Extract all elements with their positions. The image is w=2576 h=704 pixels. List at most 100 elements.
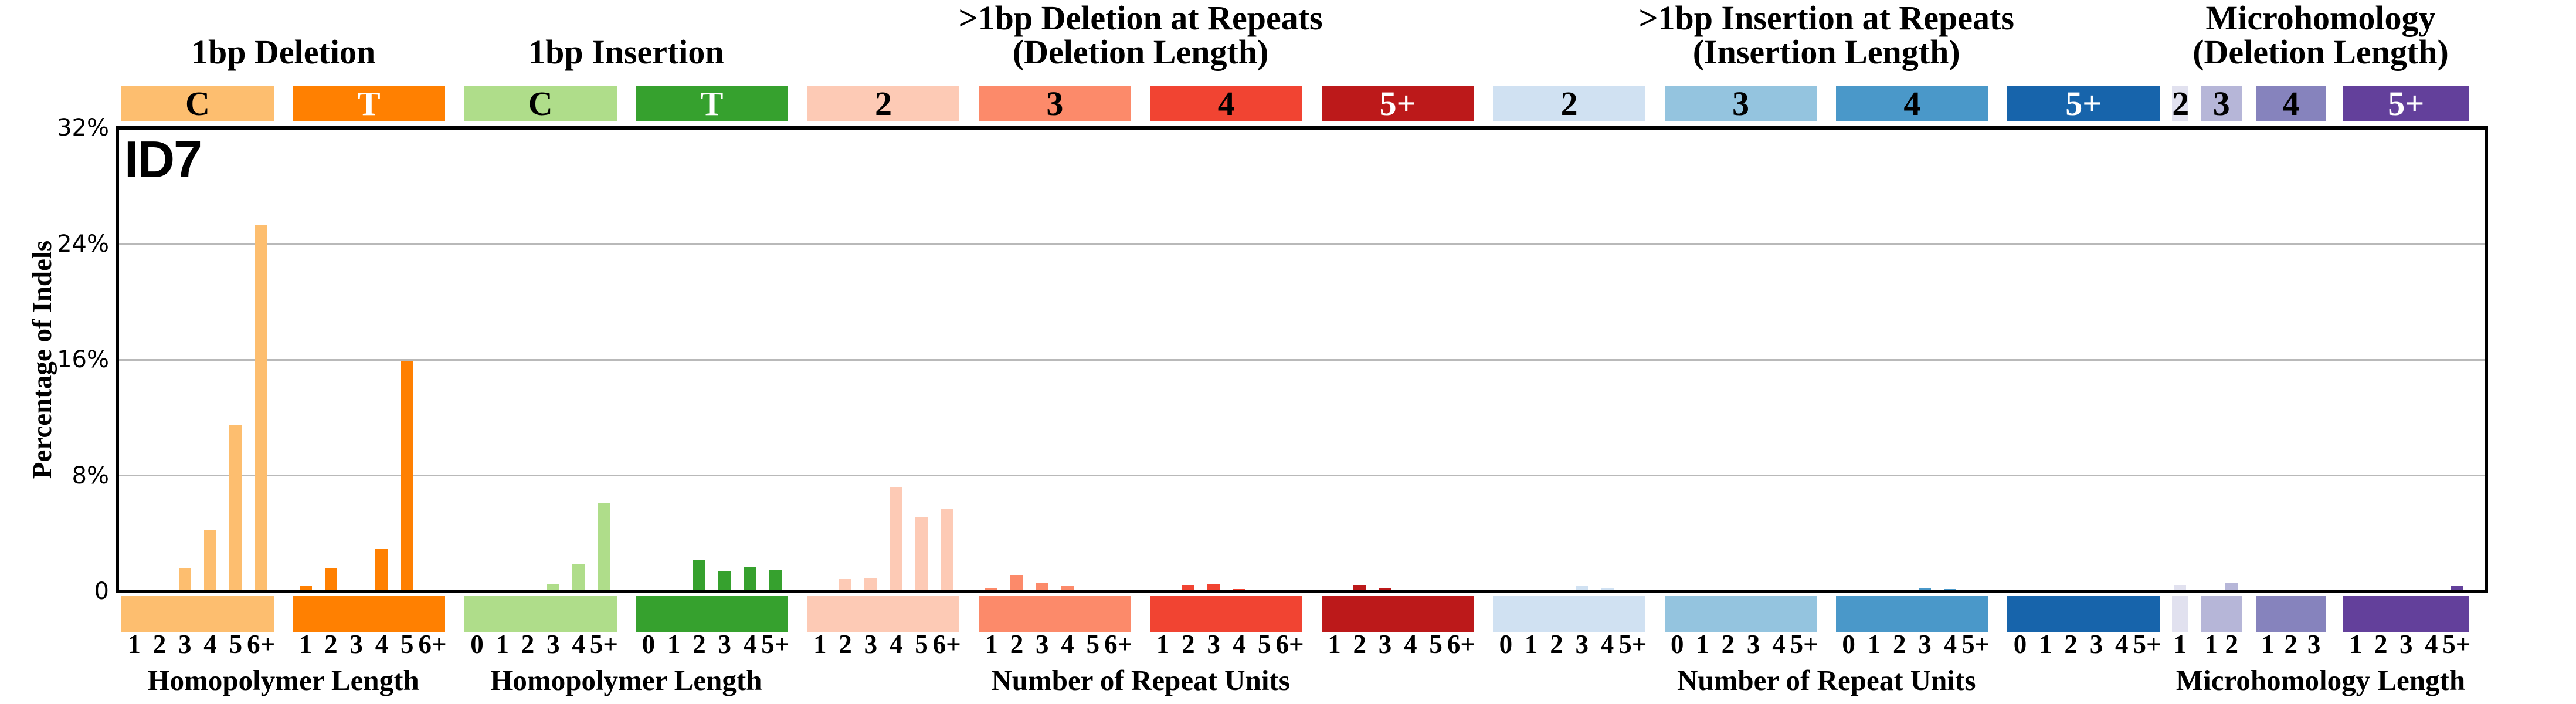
bar-1bp-deletion-T-1 bbox=[299, 586, 312, 591]
x-axis-tick-label: 5+ bbox=[589, 629, 619, 659]
x-axis-tick-label: 1 bbox=[298, 629, 313, 659]
bar-microhomology-4-2 bbox=[2285, 590, 2297, 591]
bar-deletion-repeats-5+-2 bbox=[1353, 584, 1366, 591]
category-strip-1bp-insertion-C bbox=[464, 596, 617, 632]
category-box-microhomology-3: 3 bbox=[2201, 86, 2242, 121]
x-axis-tick-label: 5 bbox=[1429, 629, 1443, 659]
x-axis-tick-label: 2 bbox=[1721, 629, 1735, 659]
x-axis-tick-label: 1 bbox=[2261, 629, 2275, 659]
bar-1bp-insertion-T-3 bbox=[718, 571, 731, 591]
bar-deletion-repeats-3-2 bbox=[1010, 574, 1023, 591]
bar-1bp-deletion-T-5 bbox=[401, 361, 413, 591]
group-title-line: Microhomology bbox=[2205, 0, 2436, 37]
group-title-line: >1bp Insertion at Repeats bbox=[1638, 0, 2014, 37]
category-box-deletion-repeats-2: 2 bbox=[807, 86, 960, 121]
category-box-label: 3 bbox=[2212, 84, 2230, 123]
category-box-microhomology-2: 2 bbox=[2172, 84, 2190, 123]
bar-deletion-repeats-3-3 bbox=[1036, 583, 1048, 591]
bar-insertion-repeats-4-4 bbox=[1944, 588, 1957, 591]
category-box-insertion-repeats-2: 2 bbox=[1493, 86, 1645, 121]
x-axis-tick-label: 3 bbox=[718, 629, 732, 659]
y-axis-tick-label: 24% bbox=[57, 230, 109, 258]
gridline bbox=[117, 358, 2486, 361]
x-axis-tick-label: 4 bbox=[1943, 629, 1957, 659]
category-strip-insertion-repeats-2 bbox=[1493, 596, 1645, 632]
category-box-label: 2 bbox=[2172, 84, 2190, 123]
x-axis-tick-label: 6+ bbox=[1447, 629, 1476, 659]
x-axis-tick-label: 6+ bbox=[418, 629, 447, 659]
category-box-insertion-repeats-3: 3 bbox=[1664, 86, 1817, 121]
category-box-1bp-deletion-T: T bbox=[293, 84, 446, 123]
gridline bbox=[117, 475, 2486, 476]
bar-insertion-repeats-3-5+ bbox=[1798, 590, 1811, 591]
x-axis-tick-label: 2 bbox=[1550, 629, 1563, 659]
category-box-1bp-deletion-C: C bbox=[121, 86, 274, 121]
y-axis-tick-label: 8% bbox=[72, 462, 109, 489]
category-box-label: 4 bbox=[2282, 84, 2300, 123]
x-axis-tick-label: 5+ bbox=[761, 629, 790, 659]
x-axis-tick-label: 1 bbox=[667, 629, 681, 659]
x-axis-tick-label: 3 bbox=[1378, 629, 1392, 659]
category-box-label: 5+ bbox=[2065, 84, 2102, 123]
x-axis-tick-label: 2 bbox=[2374, 629, 2388, 659]
bar-1bp-deletion-T-4 bbox=[375, 549, 388, 591]
x-axis-tick-label: 3 bbox=[2307, 629, 2321, 659]
category-box-label: 5+ bbox=[1379, 84, 1416, 123]
x-axis-tick-label: 4 bbox=[889, 629, 903, 659]
bar-1bp-insertion-T-1 bbox=[667, 590, 680, 591]
x-axis-tick-label: 3 bbox=[1036, 629, 1049, 659]
x-axis-tick-label: 3 bbox=[1746, 629, 1760, 659]
x-axis-tick-label: 1 bbox=[2349, 629, 2363, 659]
bar-microhomology-3-2 bbox=[2225, 583, 2238, 591]
x-axis-tick-label: 4 bbox=[1600, 629, 1614, 659]
group-title-1: 1bp Insertion bbox=[245, 0, 1007, 69]
bar-microhomology-4-3 bbox=[2307, 589, 2320, 591]
group-title-line: 1bp Deletion bbox=[191, 33, 376, 71]
x-axis-tick-label: 4 bbox=[743, 629, 757, 659]
x-axis-tick-label: 2 bbox=[1010, 629, 1024, 659]
x-axis-tick-label: 2 bbox=[1182, 629, 1195, 659]
x-axis-tick-label: 1 bbox=[985, 629, 998, 659]
x-axis-tick-label: 0 bbox=[470, 629, 484, 659]
category-box-deletion-repeats-5+: 5+ bbox=[1321, 84, 1474, 123]
x-axis-tick-label: 4 bbox=[375, 629, 389, 659]
x-axis-tick-label: 2 bbox=[2225, 629, 2238, 659]
bar-deletion-repeats-2-4 bbox=[890, 487, 902, 591]
x-axis-tick-label: 2 bbox=[2284, 629, 2298, 659]
bar-deletion-repeats-4-4 bbox=[1233, 589, 1245, 591]
category-box-label: 4 bbox=[1217, 84, 1235, 123]
x-axis-tick-label: 4 bbox=[1061, 629, 1074, 659]
category-box-label: T bbox=[357, 84, 381, 123]
bar-microhomology-5+-5+ bbox=[2450, 586, 2463, 591]
bar-insertion-repeats-4-3 bbox=[1919, 588, 1932, 591]
bar-1bp-deletion-C-1 bbox=[128, 590, 141, 591]
category-strip-deletion-repeats-5+ bbox=[1321, 596, 1474, 632]
x-axis-tick-label: 4 bbox=[203, 629, 217, 659]
bar-deletion-repeats-2-3 bbox=[864, 578, 877, 591]
x-axis-tick-label: 0 bbox=[642, 629, 656, 659]
x-axis-tick-label: 2 bbox=[839, 629, 852, 659]
y-axis-tick-label: 16% bbox=[57, 346, 109, 373]
category-strip-deletion-repeats-3 bbox=[979, 596, 1131, 632]
group-title-0: 1bp Deletion bbox=[0, 0, 664, 69]
group-title-4: Microhomology (Deletion Length) bbox=[1940, 0, 2576, 69]
x-axis-tick-label: 0 bbox=[1842, 629, 1855, 659]
category-box-label: 5+ bbox=[2388, 84, 2425, 123]
bar-1bp-insertion-C-3 bbox=[547, 584, 559, 591]
category-box-label: C bbox=[528, 84, 553, 123]
x-axis-tick-label: 5+ bbox=[2133, 629, 2161, 659]
group-axis-label-1: Homopolymer Length bbox=[490, 664, 762, 696]
x-axis-tick-label: 1 bbox=[2039, 629, 2052, 659]
category-strip-microhomology-4 bbox=[2256, 596, 2326, 632]
bar-1bp-deletion-C-6+ bbox=[254, 225, 267, 591]
x-axis-tick-label: 6+ bbox=[1275, 629, 1304, 659]
x-axis-tick-label: 5 bbox=[1258, 629, 1271, 659]
category-strip-insertion-repeats-3 bbox=[1664, 596, 1817, 632]
group-title-line: >1bp Deletion at Repeats bbox=[958, 0, 1323, 37]
category-box-1bp-insertion-C: C bbox=[464, 86, 617, 121]
x-axis-tick-label: 3 bbox=[178, 629, 192, 659]
x-axis-tick-label: 4 bbox=[1232, 629, 1246, 659]
x-axis-tick-label: 0 bbox=[1671, 629, 1684, 659]
category-strip-microhomology-5+ bbox=[2343, 596, 2469, 632]
group-title-line: 1bp Insertion bbox=[528, 33, 724, 71]
